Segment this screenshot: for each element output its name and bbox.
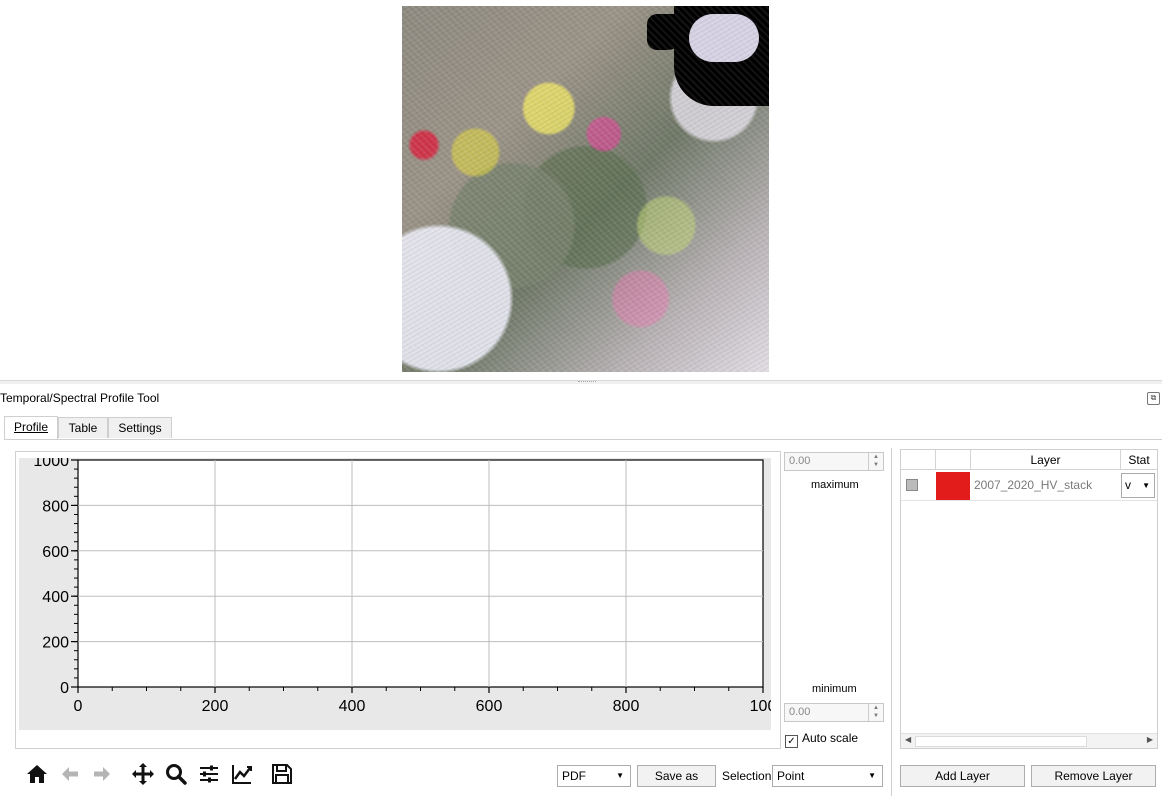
column-header-color[interactable] (936, 450, 971, 470)
maximum-label: maximum (811, 479, 859, 491)
configure-icon[interactable] (197, 762, 221, 786)
y-tick-label: 200 (42, 635, 69, 652)
minimum-value: 0.00 (789, 706, 811, 718)
selection-dropdown[interactable]: Point ▼ (772, 765, 883, 787)
layer-checkbox[interactable] (906, 479, 918, 491)
maximum-value: 0.00 (789, 455, 811, 467)
table-row[interactable]: 2007_2020_HV_stack v ▼ (901, 470, 1157, 501)
spin-up-icon[interactable]: ▲ (873, 454, 879, 460)
stat-dropdown[interactable]: v ▼ (1121, 473, 1155, 498)
scroll-left-icon[interactable]: ◀ (905, 735, 912, 744)
water-area (647, 14, 687, 50)
plot-svg: 020040060080010002004006008001000 (33, 458, 771, 715)
island-area (689, 14, 759, 62)
auto-scale-label: Auto scale (802, 731, 859, 745)
scrollbar-thumb[interactable] (915, 736, 1087, 747)
spin-down-icon[interactable]: ▼ (873, 462, 879, 468)
dock-splitter[interactable] (0, 380, 1162, 384)
y-tick-label: 1000 (33, 458, 69, 470)
format-value: PDF (562, 769, 586, 783)
x-tick-label: 800 (613, 698, 640, 715)
add-layer-button[interactable]: Add Layer (900, 765, 1025, 787)
column-header-layer[interactable]: Layer (971, 450, 1121, 470)
y-tick-label: 400 (42, 589, 69, 606)
spin-down-icon[interactable]: ▼ (873, 713, 879, 719)
stat-value: v (1125, 478, 1131, 492)
horizontal-scrollbar[interactable]: ◀ ▶ (901, 733, 1157, 748)
spin-arrows[interactable]: ▲ ▼ (868, 704, 883, 721)
tab-divider (4, 439, 1162, 440)
y-tick-label: 800 (42, 498, 69, 515)
spin-arrows[interactable]: ▲ ▼ (868, 453, 883, 470)
y-tick-label: 0 (60, 680, 69, 697)
save-as-button[interactable]: Save as (637, 765, 716, 787)
x-tick-label: 100 (750, 698, 771, 715)
layer-table: Layer Stat 2007_2020_HV_stack v ▼ ◀ ▶ (900, 449, 1158, 749)
tab-profile[interactable]: Profile (4, 416, 58, 439)
minimum-label: minimum (812, 683, 857, 695)
y-tick-label: 600 (42, 544, 69, 561)
scroll-right-icon[interactable]: ▶ (1146, 735, 1153, 744)
format-dropdown[interactable]: PDF ▼ (557, 765, 631, 787)
panel-title: Temporal/Spectral Profile Tool (0, 391, 160, 405)
tab-settings-label: Settings (118, 421, 162, 435)
x-tick-label: 200 (202, 698, 229, 715)
spin-up-icon[interactable]: ▲ (873, 705, 879, 711)
minimum-spinbox[interactable]: 0.00 ▲ ▼ (784, 703, 884, 722)
layer-name: 2007_2020_HV_stack (974, 478, 1093, 492)
forward-arrow-icon[interactable] (90, 762, 114, 786)
remove-layer-button[interactable]: Remove Layer (1031, 765, 1156, 787)
selection-label: Selection (722, 769, 772, 783)
chevron-down-icon: ▼ (1142, 481, 1150, 490)
auto-scale-checkbox[interactable]: ✓ Auto scale (785, 731, 858, 748)
chevron-down-icon: ▼ (616, 771, 624, 780)
panel-divider (891, 448, 892, 796)
profile-plot[interactable]: 020040060080010002004006008001000 (15, 451, 781, 749)
line-style-icon[interactable] (230, 762, 254, 786)
home-icon[interactable] (25, 762, 49, 786)
x-tick-label: 600 (476, 698, 503, 715)
raster-image[interactable] (402, 6, 769, 372)
save-icon[interactable] (270, 762, 294, 786)
column-header-stat[interactable]: Stat (1121, 450, 1157, 470)
raster-texture (402, 6, 769, 372)
profile-tool-dock: Temporal/Spectral Profile Tool ⧉ Profile… (0, 384, 1162, 804)
tab-table-label: Table (68, 421, 98, 435)
splitter-grip[interactable] (578, 381, 596, 384)
plot-area (77, 459, 764, 688)
pan-icon[interactable] (131, 762, 155, 786)
checkbox-check-icon[interactable]: ✓ (785, 735, 798, 748)
x-tick-label: 0 (74, 698, 83, 715)
x-tick-label: 400 (339, 698, 366, 715)
map-canvas[interactable] (0, 0, 1162, 380)
back-arrow-icon[interactable] (58, 762, 82, 786)
tab-table[interactable]: Table (58, 417, 108, 438)
selection-value: Point (777, 769, 805, 783)
column-header-check[interactable] (901, 450, 936, 470)
float-icon[interactable]: ⧉ (1147, 392, 1160, 405)
tab-settings[interactable]: Settings (108, 417, 172, 438)
maximum-spinbox[interactable]: 0.00 ▲ ▼ (784, 452, 884, 471)
zoom-icon[interactable] (164, 762, 188, 786)
tab-profile-label: Profile (13, 420, 48, 434)
layer-color-swatch[interactable] (936, 472, 970, 500)
chevron-down-icon: ▼ (868, 771, 876, 780)
